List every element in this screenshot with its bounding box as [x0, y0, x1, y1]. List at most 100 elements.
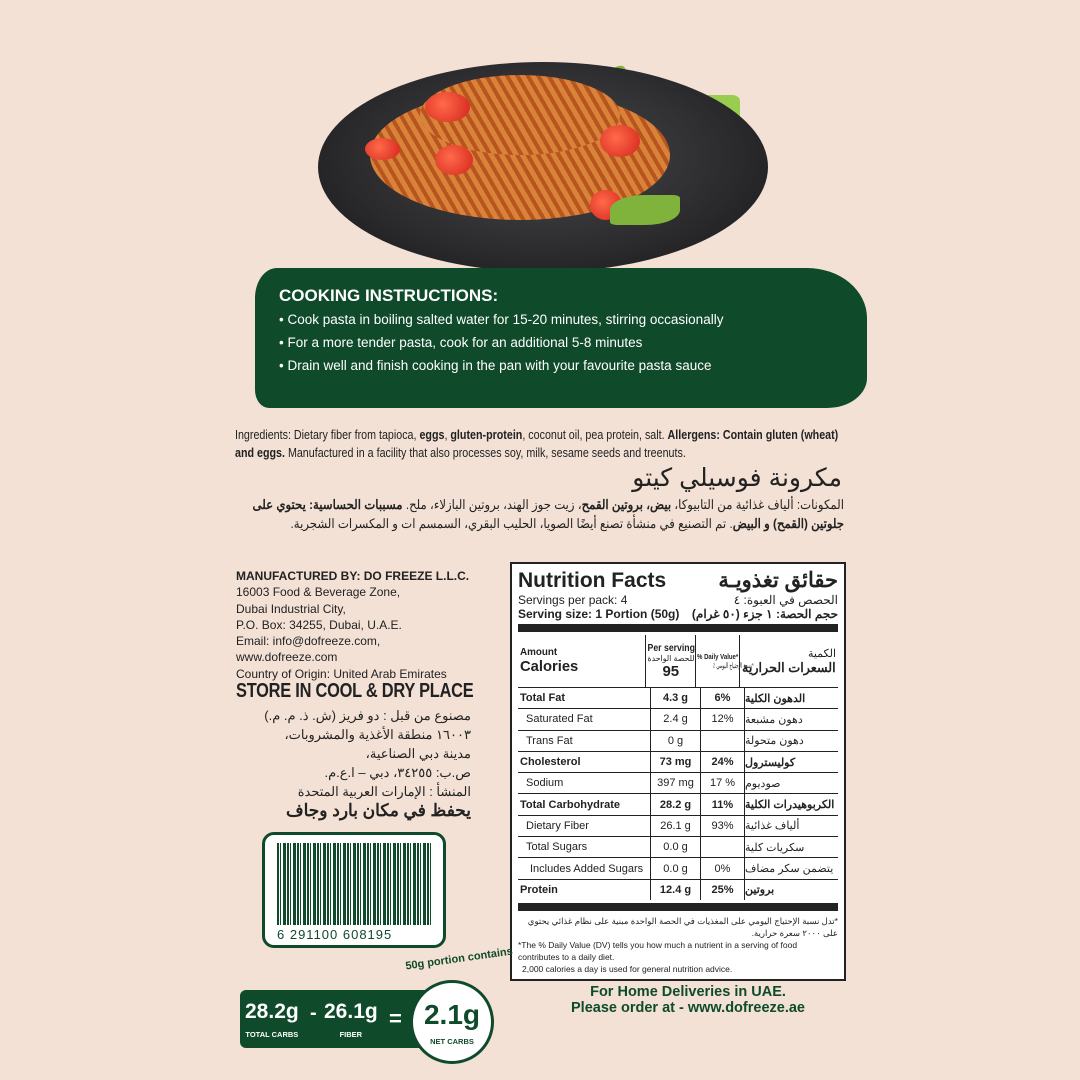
nutrient-label: Dietary Fiber — [526, 819, 589, 832]
nutrient-cell: 0% — [700, 858, 744, 879]
manufacturer-heading: MANUFACTURED BY: DO FREEZE L.L.C. — [236, 569, 470, 583]
footnote-arabic: *تدل نسبة الإحتياج اليومي على المغذيات ف… — [527, 915, 838, 938]
nutrient-rows: Total Fat 4.3 g 6% الدهون الكلية Saturated F… — [518, 687, 838, 900]
nutrient-cell: يتضمن سكر مضاف — [744, 858, 838, 879]
per-serving-cell: Per serving للحصة الواحدة 95 — [645, 635, 695, 687]
nutrient-arabic: كوليسترول — [745, 756, 796, 769]
nutrient-label: Total Sugars — [526, 841, 588, 854]
nutrient-value: 26.1 g — [660, 819, 691, 832]
nutrition-footnotes: *تدل نسبة الإحتياج اليومي على المغذيات ف… — [518, 915, 838, 975]
arabic-storage-instruction: يحفظ في مكان بارد وجاف — [286, 801, 471, 820]
barcode-bars — [277, 843, 431, 925]
cooking-step: • For a more tender pasta, cook for an a… — [279, 335, 643, 350]
arabic-address: مصنوع من قبل : دو فريز (ش. ذ. م. م.) ١٦٠… — [190, 706, 471, 821]
amount-arabic: الكمية — [807, 647, 836, 660]
nutrient-arabic: سكريات كلية — [745, 841, 805, 854]
tomato — [365, 138, 400, 160]
address-line: مصنوع من قبل : دو فريز (ش. ذ. م. م.) — [264, 708, 471, 723]
serving-size-arabic: حجم الحصة: ١ جزء (٥٠ غرام) — [691, 607, 838, 621]
arabic-product-title: مكرونة فوسيلي كيتو — [632, 464, 842, 492]
nutrient-cell: Sodium — [518, 773, 650, 793]
nutrient-value: 0.0 g — [663, 841, 688, 854]
nutrient-arabic: صوديوم — [745, 777, 781, 790]
nutrient-cell: Trans Fat — [518, 731, 650, 751]
nutrient-cell: بروتين — [744, 879, 838, 900]
nutrient-label: Total Carbohydrate — [520, 798, 621, 811]
ingredients-text: ، زيت جوز الهند، بروتين البازلاء، ملح. — [402, 497, 582, 512]
nutrient-cell: Includes Added Sugars — [518, 858, 650, 878]
nutrient-cell: 2.4 g — [650, 709, 700, 730]
nutrient-cell: 11% — [700, 794, 744, 815]
nutrient-label: Saturated Fat — [526, 713, 593, 726]
net-carbs-label: NET CARBS — [430, 1037, 474, 1046]
nutrient-cell: Total Fat — [518, 688, 650, 708]
address-line: 16003 Food & Beverage Zone, — [236, 585, 401, 600]
nutrient-cell: 25% — [700, 879, 744, 900]
delivery-line: For Home Deliveries in UAE. — [590, 984, 786, 1000]
address-line: المنشأ : الإمارات العربية المتحدة — [297, 784, 471, 799]
nutrient-cell: 24% — [700, 751, 744, 773]
footnote-english: *The % Daily Value (DV) tells you how mu… — [518, 939, 798, 962]
cooking-title: COOKING INSTRUCTIONS: — [279, 286, 499, 305]
ingredients-text: . تم التصنيع في منشأة تصنع أيضًا الصويا،… — [290, 516, 733, 531]
allergen: gluten-protein — [450, 428, 523, 442]
amount-cell: Amount Calories — [518, 635, 645, 687]
cooking-instructions-panel: COOKING INSTRUCTIONS: • Cook pasta in bo… — [255, 268, 867, 408]
calories-value: 95 — [662, 662, 680, 680]
nutrient-row: Trans Fat 0 g دهون متحولة — [518, 729, 838, 751]
nutrient-label: Sodium — [526, 777, 564, 790]
nutrient-arabic: الدهون الكلية — [745, 692, 806, 705]
address-line: مدينة دبي الصناعية، — [365, 746, 471, 761]
delivery-website: Please order at - www.dofreeze.ae — [571, 1000, 805, 1016]
storage-instruction: STORE IN COOL & DRY PLACE — [236, 680, 474, 702]
nutrient-cell: Total Sugars — [518, 837, 650, 857]
nutrient-label: Includes Added Sugars — [530, 862, 644, 875]
allergen-statement: Allergens: Contain gluten (wheat) and eg… — [235, 428, 839, 460]
nutrient-arabic: بروتين — [745, 884, 775, 897]
address-line: ص.ب: ٣٤٢٥٥، دبي – ا.ع.م. — [324, 765, 471, 780]
divider — [518, 624, 838, 632]
nutrient-dv: 25% — [711, 883, 734, 896]
nutrient-cell: 12% — [700, 709, 744, 730]
daily-value-arabic: *نسبة الإحتياج اليومي ٪ — [712, 661, 754, 670]
nutrient-cell: 73 mg — [650, 751, 700, 773]
equals-sign: = — [389, 1006, 402, 1031]
cooking-step: • Drain well and finish cooking in the p… — [279, 358, 712, 373]
nutrient-cell: دهون مشبعة — [744, 709, 838, 730]
nutrition-title: Nutrition Facts — [518, 569, 667, 592]
nutrition-facts-table: Nutrition Facts حقائق تغذويـة Servings pe… — [510, 562, 846, 981]
nutrient-label: Protein — [520, 883, 558, 896]
allergen: eggs — [419, 428, 445, 442]
delivery-info: For Home Deliveries in UAE. Please order… — [530, 984, 846, 1016]
footnote-english: 2,000 calories a day is used for general… — [522, 963, 733, 974]
nutrition-title-arabic: حقائق تغذويـة — [718, 569, 838, 592]
servings: Servings per pack: 4 — [518, 593, 628, 607]
serving-size-row: Serving size: 1 Portion (50g) حجم الحصة: … — [518, 607, 838, 621]
fiber: 26.1g FIBER — [324, 1000, 378, 1042]
nutrient-cell: كوليسترول — [744, 751, 838, 773]
nutrient-arabic: الكربوهيدرات الكلية — [745, 799, 835, 812]
nutrient-dv: 17 % — [709, 777, 736, 790]
nutrient-cell: الدهون الكلية — [744, 688, 838, 709]
nutrient-cell: Dietary Fiber — [518, 816, 650, 836]
nutrient-row: Cholesterol 73 mg 24% كوليسترول — [518, 750, 838, 773]
nutrient-cell: 0.0 g — [650, 858, 700, 879]
nutrient-dv: 0% — [714, 862, 731, 875]
net-carbs-value: 2.1g — [423, 999, 481, 1030]
nutrient-cell: 6% — [700, 688, 744, 709]
nutrient-row: Total Sugars 0.0 g سكريات كلية — [518, 836, 838, 858]
nutrient-cell: 26.1 g — [650, 815, 700, 837]
address-line: Dubai Industrial City, — [236, 601, 346, 616]
tomato — [600, 125, 640, 157]
nutrient-cell: دهون متحولة — [744, 730, 838, 751]
nutrient-dv: 11% — [711, 798, 734, 811]
nutrient-cell: Protein — [518, 880, 650, 900]
calories-arabic: السعرات الحرارية — [742, 659, 836, 675]
nutrient-row: Total Fat 4.3 g 6% الدهون الكلية — [518, 687, 838, 709]
nutrient-value: 12.4 g — [659, 883, 692, 896]
nutrient-row: Includes Added Sugars 0.0 g 0% يتضمن سكر مض… — [518, 857, 838, 879]
ingredients-text: المكونات: ألياف غذائية من التابيوكا، — [671, 497, 844, 512]
fiber-value: 26.1g — [324, 1000, 378, 1023]
per-serving-arabic: للحصة الواحدة — [647, 653, 695, 663]
manufacturer-info: MANUFACTURED BY: DO FREEZE L.L.C. 16003 … — [236, 568, 469, 682]
